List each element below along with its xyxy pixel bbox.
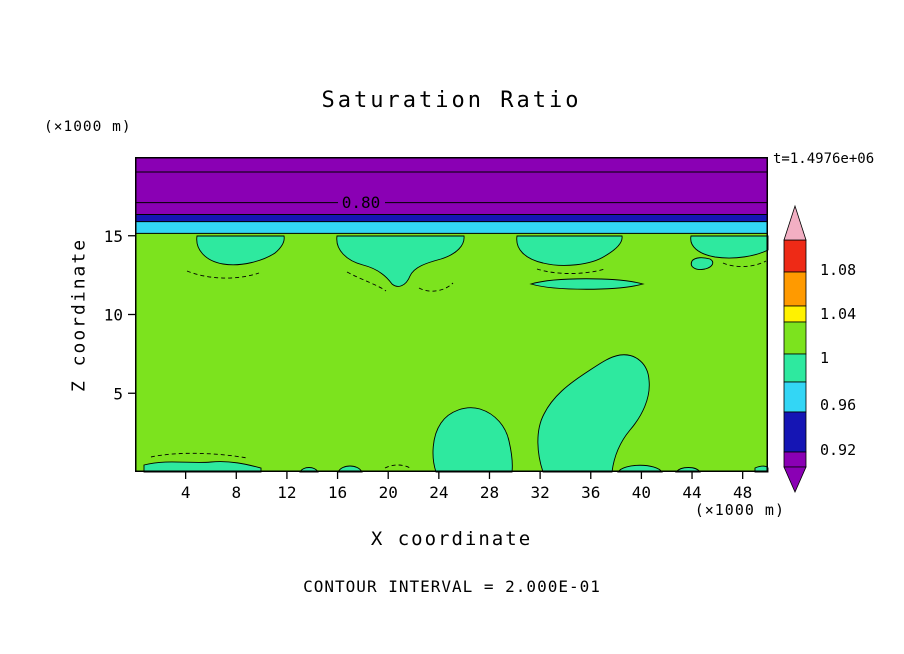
cyan-layer <box>135 221 768 234</box>
pocket-d-blob <box>690 257 714 270</box>
contour-line-label: 0.80 <box>342 193 381 212</box>
pocket-c-sliver <box>529 278 645 290</box>
colorbar-arrow-bottom <box>783 466 807 493</box>
pocket-b-dashed2 <box>418 282 454 292</box>
colorbar-band <box>783 381 807 413</box>
colorbar-tick-label: 1 <box>820 349 829 367</box>
pocket-a <box>196 235 285 266</box>
x-axis-title: X coordinate <box>370 528 533 550</box>
x-tick-label: 28 <box>480 483 499 502</box>
x-tick-label: 36 <box>581 483 600 502</box>
x-tick-label: 32 <box>530 483 549 502</box>
plot-frame <box>135 157 768 472</box>
plume-left <box>432 407 513 473</box>
colorbar-band <box>783 239 807 273</box>
colorbar: 1.08 1.04 1 0.96 0.92 <box>783 204 856 493</box>
navy-layer <box>135 214 768 222</box>
colorbar-tick-label: 0.92 <box>820 441 856 459</box>
y-axis-title: Z coordinate <box>68 237 90 392</box>
colorbar-tick-label: 0.96 <box>820 396 856 414</box>
pocket-c <box>516 235 623 266</box>
colorbar-tick-label: 1.08 <box>820 261 856 279</box>
colorbar-band <box>783 271 807 307</box>
x-tick-label: 4 <box>181 483 191 502</box>
z-axis-unit-label: (×1000 m) <box>44 119 132 135</box>
x-tick-label: 12 <box>277 483 296 502</box>
colorbar-band <box>783 353 807 383</box>
x-tick-label: 20 <box>379 483 398 502</box>
plot-title: Saturation Ratio <box>321 88 582 113</box>
x-tick-label: 24 <box>429 483 448 502</box>
y-tick-label: 10 <box>104 306 123 325</box>
pocket-b <box>336 235 465 287</box>
pocket-b-dashed <box>346 271 387 292</box>
x-tick-label: 16 <box>328 483 347 502</box>
colorbar-arrow-top <box>783 204 807 241</box>
y-tick-label: 15 <box>104 227 123 246</box>
colorbar-band <box>783 321 807 355</box>
colorbar-tick-label: 1.04 <box>820 305 856 323</box>
time-label: t=1.4976e+06 <box>773 151 875 167</box>
pocket-a-dashed <box>186 270 260 279</box>
x-tick-label: 8 <box>231 483 241 502</box>
strip-dashed-mid <box>384 464 411 469</box>
contour-interval-label: CONTOUR INTERVAL = 2.000E-01 <box>303 577 601 596</box>
strip-left-dashed <box>150 452 248 459</box>
plume-right <box>537 354 650 473</box>
colorbar-band <box>783 451 807 468</box>
y-tick-label: 5 <box>113 384 123 403</box>
x-tick-label: 48 <box>733 483 752 502</box>
pocket-d <box>690 235 769 259</box>
colorbar-band <box>783 305 807 323</box>
x-tick-label: 40 <box>632 483 651 502</box>
x-tick-label: 44 <box>682 483 701 502</box>
strip-left <box>143 461 262 473</box>
purple-layer <box>135 157 768 215</box>
pocket-d-dashed <box>722 260 767 268</box>
colorbar-band <box>783 411 807 453</box>
x-axis-unit-label: (×1000 m) <box>694 501 785 519</box>
